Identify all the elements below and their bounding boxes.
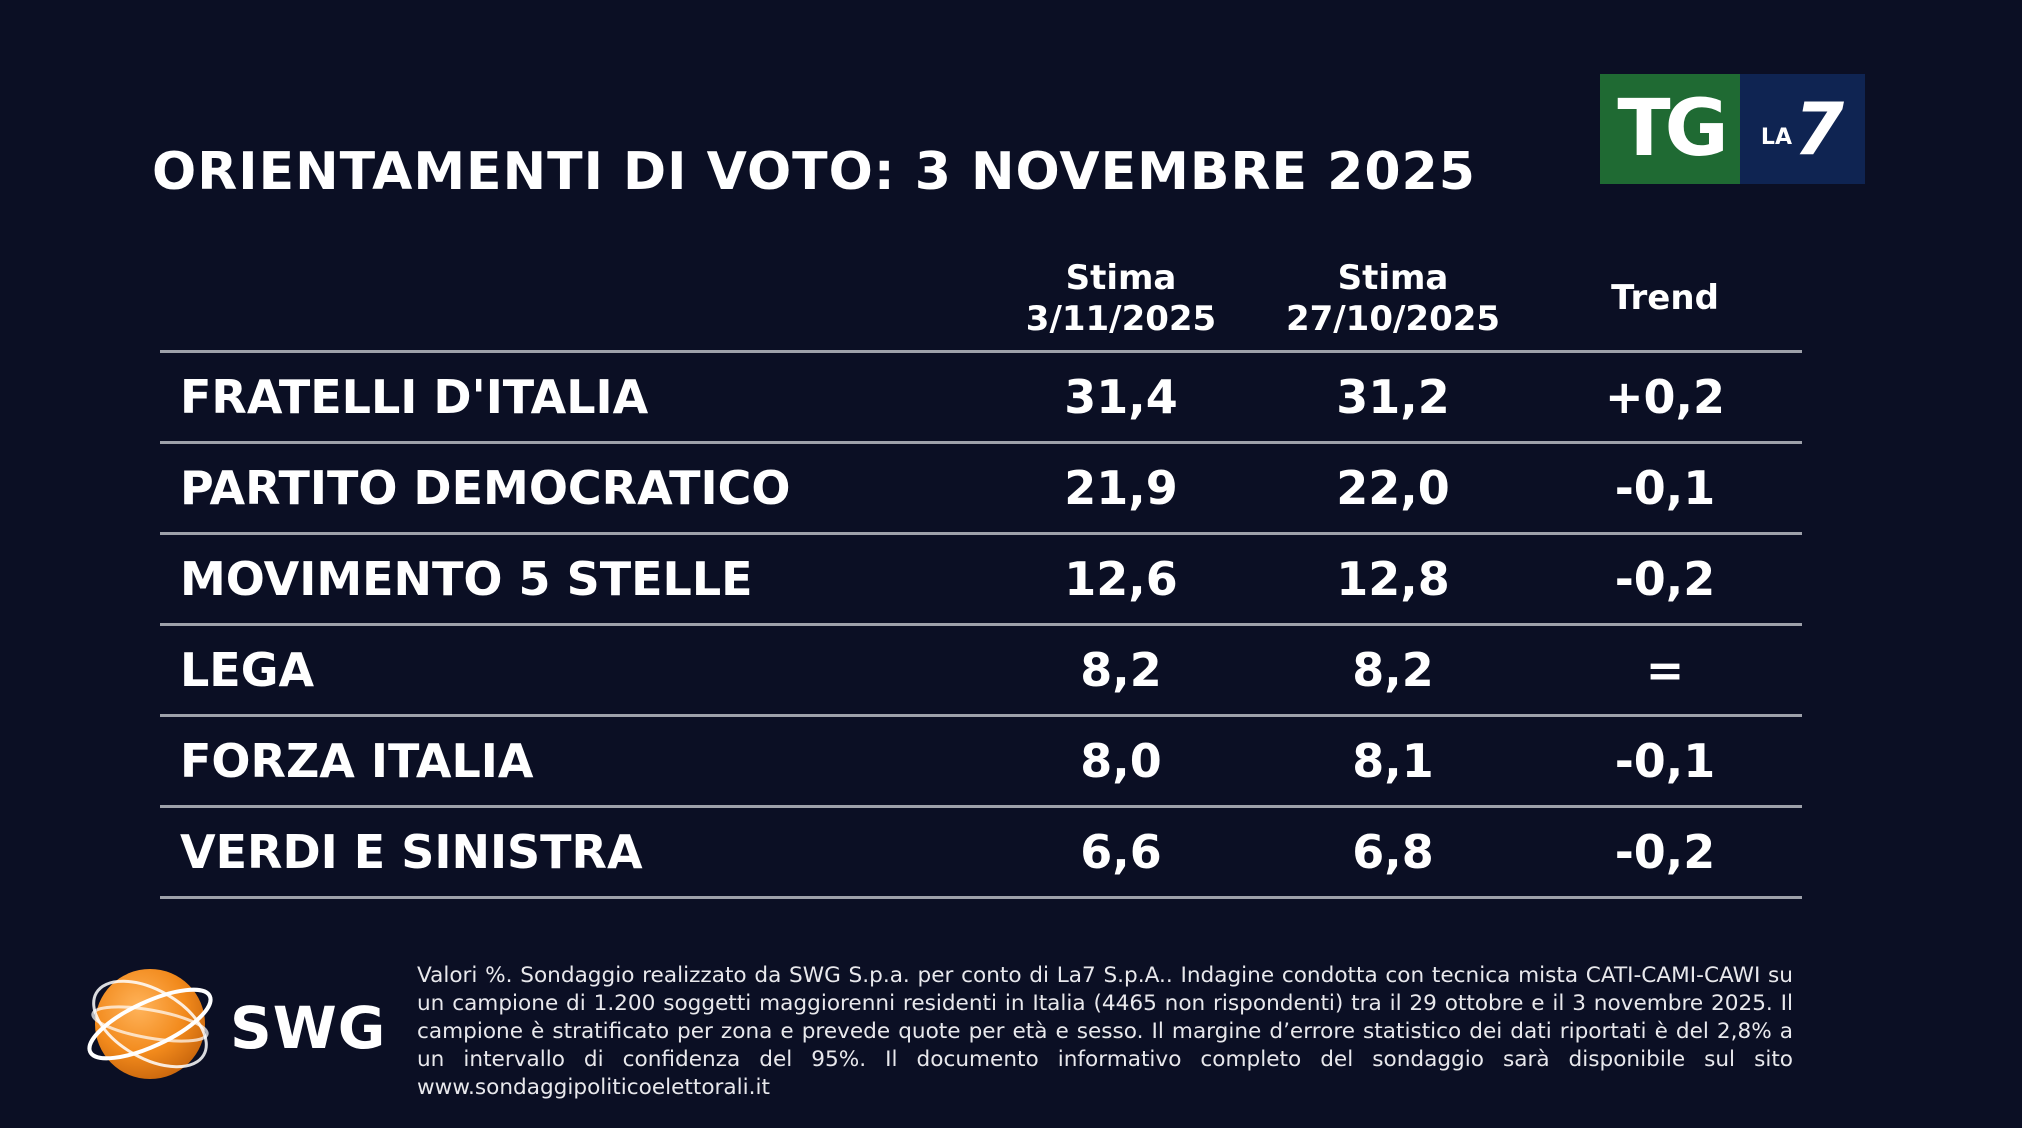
previous-value: 31,2: [1336, 370, 1450, 424]
trend-value: +0,2: [1604, 370, 1726, 424]
methodology-note: Valori %. Sondaggio realizzato da SWG S.…: [417, 963, 1793, 1100]
current-value: 8,2: [1080, 643, 1162, 697]
poll-table: Stima 3/11/2025 Stima 27/10/2025 Trend F…: [160, 250, 1802, 899]
swg-logo-text: SWG: [230, 994, 387, 1062]
tg-logo-part: TG: [1600, 74, 1740, 184]
trend-value: -0,1: [1614, 734, 1716, 788]
column-header-trend: Trend: [1611, 278, 1719, 318]
table-row: VERDI E SINISTRA 6,6 6,8 -0,2: [160, 808, 1802, 896]
table-divider: [160, 805, 1802, 808]
page-title: ORIENTAMENTI DI VOTO: 3 NOVEMBRE 2025: [152, 142, 1476, 202]
party-name: MOVIMENTO 5 STELLE: [180, 552, 753, 606]
la7-logo-part: LA 7: [1740, 74, 1865, 184]
table-row: LEGA 8,2 8,2 =: [160, 626, 1802, 714]
previous-value: 8,1: [1352, 734, 1434, 788]
current-value: 12,6: [1064, 552, 1178, 606]
la-logo-text: LA: [1760, 124, 1792, 150]
current-value: 21,9: [1064, 461, 1178, 515]
party-name: PARTITO DEMOCRATICO: [180, 461, 791, 515]
tg-la7-logo: TG LA 7: [1600, 74, 1865, 184]
trend-value: -0,2: [1614, 552, 1716, 606]
column-header-current: Stima 3/11/2025: [961, 258, 1281, 340]
table-header: Stima 3/11/2025 Stima 27/10/2025 Trend: [160, 250, 1802, 350]
table-divider: [160, 714, 1802, 717]
trend-value: =: [1645, 643, 1685, 697]
previous-value: 8,2: [1352, 643, 1434, 697]
column-header-previous-line1: Stima: [1337, 258, 1449, 298]
table-row: FRATELLI D'ITALIA 31,4 31,2 +0,2: [160, 353, 1802, 441]
seven-logo-text: 7: [1793, 87, 1845, 171]
column-header-current-line2: 3/11/2025: [1025, 299, 1217, 339]
column-header-current-line1: Stima: [1065, 258, 1177, 298]
column-header-previous-line2: 27/10/2025: [1285, 299, 1501, 339]
table-row: PARTITO DEMOCRATICO 21,9 22,0 -0,1: [160, 444, 1802, 532]
table-divider: [160, 441, 1802, 444]
current-value: 8,0: [1080, 734, 1162, 788]
trend-value: -0,1: [1614, 461, 1716, 515]
trend-value: -0,2: [1614, 825, 1716, 879]
swg-globe-icon: [87, 969, 213, 1079]
column-header-previous: Stima 27/10/2025: [1233, 258, 1553, 340]
table-row: MOVIMENTO 5 STELLE 12,6 12,8 -0,2: [160, 535, 1802, 623]
current-value: 6,6: [1080, 825, 1162, 879]
previous-value: 12,8: [1336, 552, 1450, 606]
current-value: 31,4: [1064, 370, 1178, 424]
table-divider: [160, 623, 1802, 626]
table-divider: [160, 532, 1802, 535]
previous-value: 22,0: [1336, 461, 1450, 515]
party-name: LEGA: [180, 643, 315, 697]
party-name: VERDI E SINISTRA: [180, 825, 643, 879]
table-row: FORZA ITALIA 8,0 8,1 -0,1: [160, 717, 1802, 805]
party-name: FORZA ITALIA: [180, 734, 534, 788]
previous-value: 6,8: [1352, 825, 1434, 879]
table-divider: [160, 350, 1802, 353]
party-name: FRATELLI D'ITALIA: [180, 370, 649, 424]
table-divider: [160, 896, 1802, 899]
